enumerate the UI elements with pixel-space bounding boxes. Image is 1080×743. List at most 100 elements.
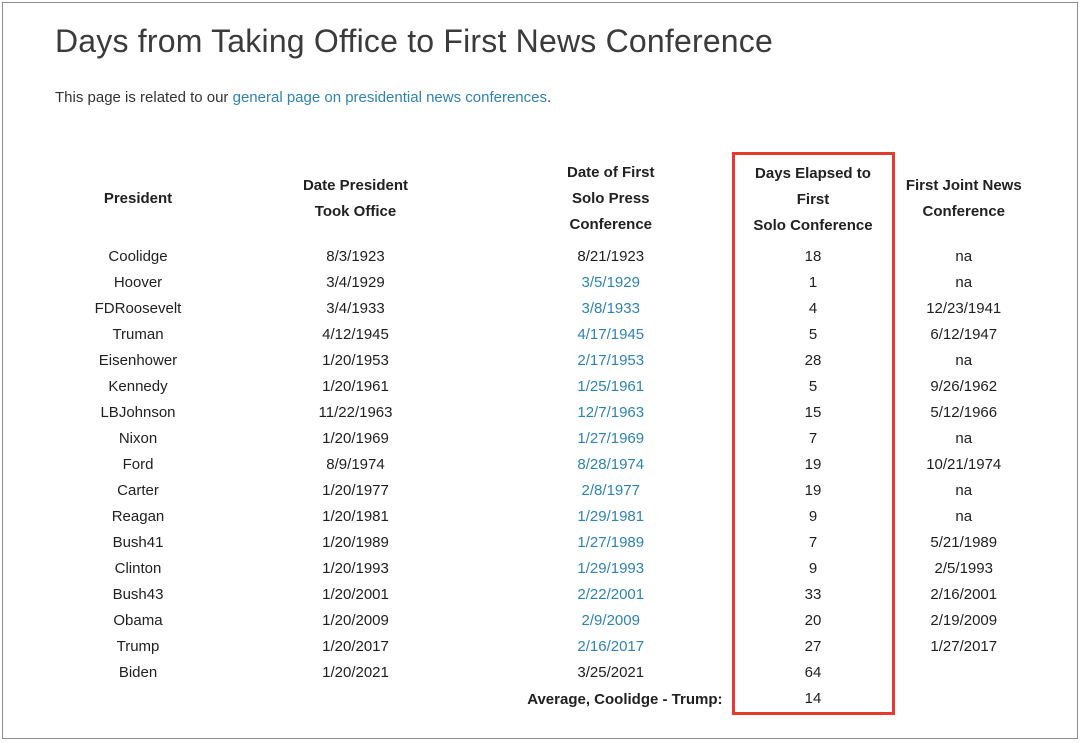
average-row: Average, Coolidge - Trump: 14	[55, 686, 1033, 715]
joint-date-cell: 5/21/1989	[930, 534, 998, 551]
took-office-cell: 8/3/1923	[326, 248, 385, 265]
solo-date-link[interactable]: 4/17/1945	[577, 326, 645, 343]
col-header-took-office: Date President Took Office	[302, 177, 409, 221]
took-office-cell: 4/12/1945	[322, 326, 389, 343]
empty-cell	[221, 686, 490, 714]
president-name-cell: Truman	[112, 326, 164, 343]
solo-date-link[interactable]: 1/27/1989	[577, 534, 645, 551]
president-name-cell: Biden	[118, 664, 158, 681]
solo-date-cell: 1/25/1961	[490, 374, 733, 400]
joint-date-cell: 10/21/1974	[926, 456, 1002, 473]
joint-date-cell: na	[955, 482, 973, 499]
took-office-cell: 1/20/1981	[322, 508, 389, 525]
solo-date-cell: 8/28/1974	[490, 452, 733, 478]
table-row: Hoover 3/4/1929 3/5/1929 1 na	[55, 270, 1033, 296]
solo-date-cell: 2/22/2001	[490, 582, 733, 608]
days-elapsed-cell: 1	[731, 270, 895, 296]
took-office-cell: 11/22/1963	[318, 404, 393, 421]
joint-date-cell: na	[955, 248, 973, 265]
joint-date-cell: 6/12/1947	[930, 326, 998, 343]
joint-date-cell: na	[955, 352, 973, 369]
solo-date-cell: 1/29/1993	[490, 556, 733, 582]
solo-date-cell: 3/5/1929	[490, 270, 733, 296]
content-area: Days from Taking Office to First News Co…	[3, 3, 1077, 715]
joint-date-cell: 5/12/1966	[930, 404, 998, 421]
days-elapsed-cell: 4	[731, 296, 895, 322]
table-row: Nixon 1/20/1969 1/27/1969 7 na	[55, 426, 1033, 452]
president-name-cell: LBJohnson	[100, 404, 176, 421]
days-elapsed-cell: 18	[731, 244, 895, 270]
intro-link[interactable]: general page on presidential news confer…	[232, 89, 547, 106]
solo-date-link[interactable]: 12/7/1963	[577, 404, 645, 421]
solo-date-link[interactable]: 3/8/1933	[581, 300, 640, 317]
table-row: Bush43 1/20/2001 2/22/2001 33 2/16/2001	[55, 582, 1033, 608]
table-row: Carter 1/20/1977 2/8/1977 19 na	[55, 478, 1033, 504]
president-name-cell: Coolidge	[108, 248, 168, 265]
solo-date-cell: 8/21/1923	[490, 244, 733, 270]
intro-text: This page is related to our general page…	[55, 87, 1077, 108]
presidents-table: President Date President Took Office Dat…	[55, 152, 1033, 715]
days-elapsed-cell: 15	[731, 400, 895, 426]
solo-date-cell: 2/8/1977	[490, 478, 733, 504]
days-elapsed-cell: 9	[731, 556, 895, 582]
solo-date-link[interactable]: 1/29/1981	[577, 508, 645, 525]
table-row: Coolidge 8/3/1923 8/21/1923 18 na	[55, 244, 1033, 270]
solo-date-link: 3/25/2021	[577, 664, 645, 681]
solo-date-cell: 1/27/1989	[490, 530, 733, 556]
took-office-cell: 3/4/1929	[326, 274, 385, 291]
joint-date-cell: 12/23/1941	[926, 300, 1002, 317]
days-elapsed-cell: 7	[731, 426, 895, 452]
days-elapsed-cell: 19	[731, 478, 895, 504]
table-row: Kennedy 1/20/1961 1/25/1961 5 9/26/1962	[55, 374, 1033, 400]
joint-date-cell: 2/5/1993	[934, 560, 993, 577]
president-name-cell: Hoover	[113, 274, 163, 291]
table-row: Reagan 1/20/1981 1/29/1981 9 na	[55, 504, 1033, 530]
days-elapsed-cell: 27	[731, 634, 895, 660]
intro-suffix: .	[547, 89, 552, 106]
header-row: President Date President Took Office Dat…	[55, 152, 1033, 244]
solo-date-link[interactable]: 2/9/2009	[581, 612, 640, 629]
days-elapsed-cell: 64	[731, 660, 895, 686]
president-name-cell: Kennedy	[108, 378, 168, 395]
solo-date-cell: 2/17/1953	[490, 348, 733, 374]
average-label-cell: Average, Coolidge - Trump:	[527, 690, 723, 708]
solo-date-link[interactable]: 2/8/1977	[581, 482, 640, 499]
table-row: Ford 8/9/1974 8/28/1974 19 10/21/1974	[55, 452, 1033, 478]
president-name-cell: Trump	[116, 638, 160, 655]
table-row: FDRoosevelt 3/4/1933 3/8/1933 4 12/23/19…	[55, 296, 1033, 322]
joint-date-cell: na	[955, 274, 973, 291]
intro-prefix: This page is related to our	[55, 89, 233, 106]
solo-date-link[interactable]: 1/29/1993	[577, 560, 645, 577]
took-office-cell: 1/20/2021	[322, 664, 389, 681]
solo-date-link[interactable]: 2/16/2017	[577, 638, 645, 655]
table-row: Obama 1/20/2009 2/9/2009 20 2/19/2009	[55, 608, 1033, 634]
solo-date-link[interactable]: 1/25/1961	[577, 378, 645, 395]
president-name-cell: Reagan	[111, 508, 165, 525]
solo-date-link[interactable]: 8/28/1974	[577, 456, 645, 473]
table-row: Biden 1/20/2021 3/25/2021 64	[55, 660, 1033, 686]
col-header-joint-conference: First Joint News Conference	[905, 177, 1022, 221]
days-elapsed-cell: 5	[731, 374, 895, 400]
solo-date-cell: 3/25/2021	[490, 660, 733, 686]
table-row: Eisenhower 1/20/1953 2/17/1953 28 na	[55, 348, 1033, 374]
solo-date-link[interactable]: 2/17/1953	[577, 352, 645, 369]
empty-cell	[55, 686, 221, 714]
joint-date-cell: na	[955, 430, 973, 447]
solo-date-cell: 1/29/1981	[490, 504, 733, 530]
took-office-cell: 1/20/2001	[322, 586, 389, 603]
joint-date-cell: 2/19/2009	[930, 612, 998, 629]
solo-date-link[interactable]: 1/27/1969	[577, 430, 645, 447]
solo-date-cell: 12/7/1963	[490, 400, 733, 426]
joint-date-cell: 1/27/2017	[930, 638, 998, 655]
solo-date-link[interactable]: 2/22/2001	[577, 586, 645, 603]
solo-date-link[interactable]: 3/5/1929	[581, 274, 640, 291]
took-office-cell: 1/20/1993	[322, 560, 389, 577]
table-row: LBJohnson 11/22/1963 12/7/1963 15 5/12/1…	[55, 400, 1033, 426]
solo-date-cell: 3/8/1933	[490, 296, 733, 322]
took-office-cell: 1/20/2017	[322, 638, 389, 655]
took-office-cell: 1/20/1977	[322, 482, 389, 499]
table-row: Trump 1/20/2017 2/16/2017 27 1/27/2017	[55, 634, 1033, 660]
col-header-president: President	[103, 190, 173, 208]
col-header-solo-conference: Date of First Solo Press Conference	[566, 164, 655, 234]
took-office-cell: 1/20/1969	[322, 430, 389, 447]
